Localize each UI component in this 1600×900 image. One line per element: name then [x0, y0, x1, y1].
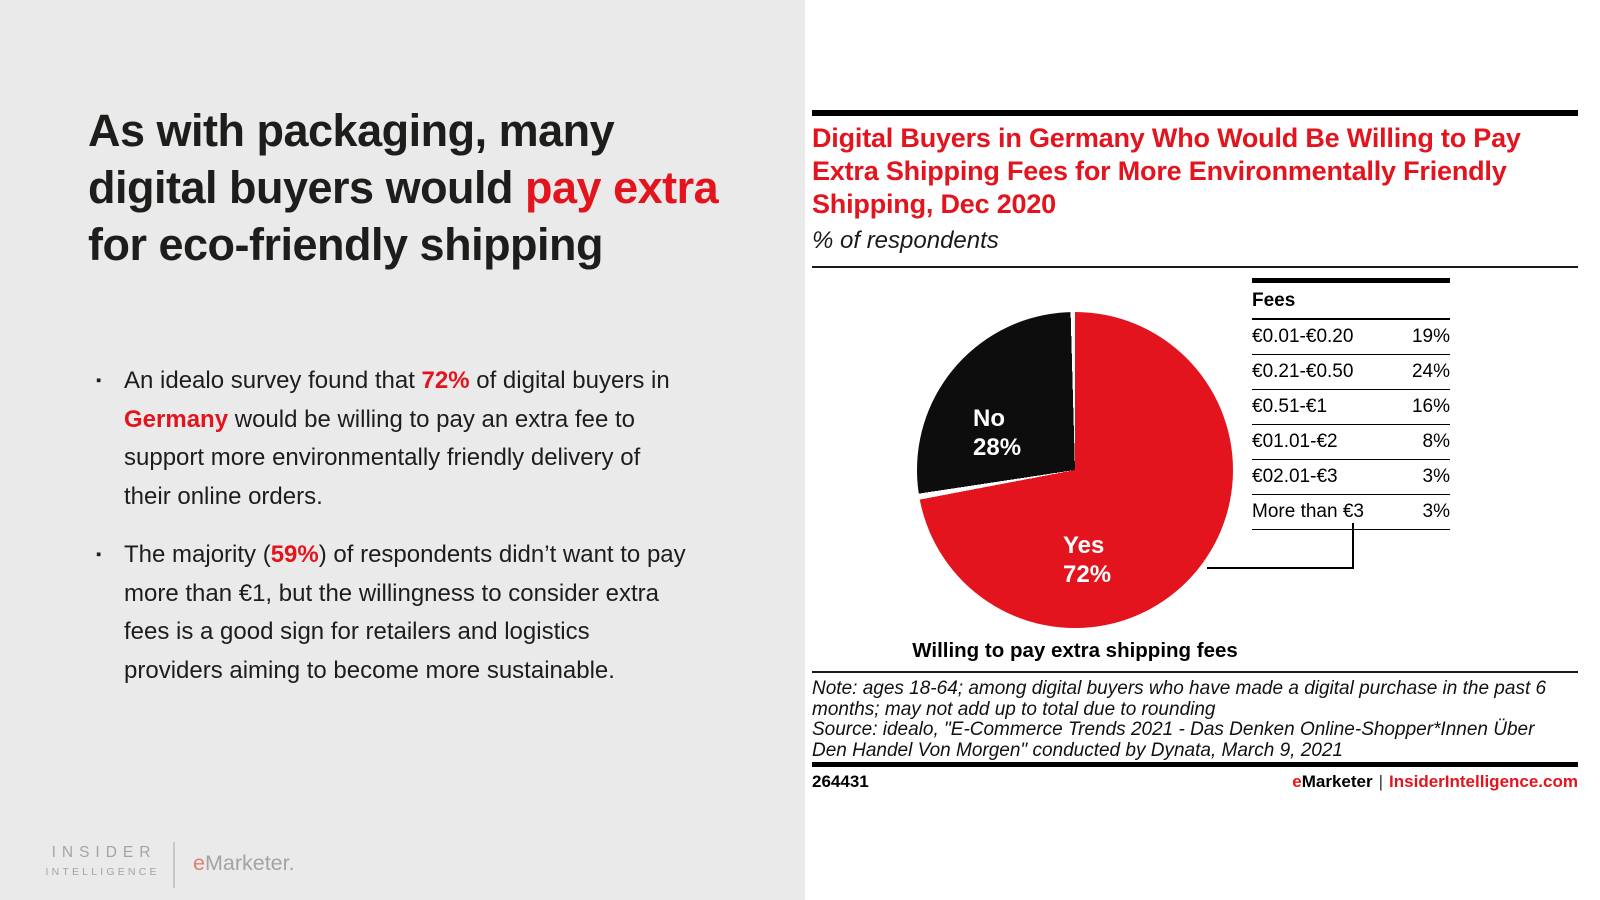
- footer-emarketer-rest: Marketer: [1301, 772, 1373, 791]
- emarketer-logo-rest: Marketer.: [204, 851, 295, 875]
- headline-text-post: for eco-friendly shipping: [88, 219, 604, 271]
- fee-range: €01.01-€2: [1252, 431, 1338, 452]
- fees-table-header: Fees: [1252, 283, 1450, 320]
- table-connector-vertical: [1352, 523, 1354, 569]
- table-row: €0.21-€0.50 24%: [1252, 355, 1450, 390]
- chart-subtitle: % of respondents: [812, 227, 999, 254]
- headline-text-pre: As with packaging, many digital buyers w…: [88, 105, 615, 214]
- bullet-text: An idealo survey found that 72% of digit…: [124, 362, 690, 516]
- list-item: ▪ An idealo survey found that 72% of dig…: [96, 362, 706, 516]
- chart-source: Source: idealo, "E-Commerce Trends 2021 …: [812, 719, 1535, 761]
- fee-percent: 24%: [1411, 361, 1450, 382]
- headline-highlight: pay extra: [525, 162, 719, 214]
- insider-logo-line1: INSIDER: [51, 844, 157, 861]
- fee-range: €02.01-€3: [1252, 466, 1338, 487]
- bullet-list: ▪ An idealo survey found that 72% of dig…: [96, 362, 706, 710]
- left-text-panel: As with packaging, many digital buyers w…: [0, 0, 805, 900]
- fee-range: €0.21-€0.50: [1252, 361, 1354, 382]
- chart-title: Digital Buyers in Germany Who Would Be W…: [812, 123, 1521, 219]
- table-row: €0.01-€0.20 19%: [1252, 320, 1450, 355]
- bullet-segment: of digital buyers in: [469, 367, 670, 394]
- emarketer-logo-e: e: [193, 851, 205, 875]
- logo-divider: [173, 842, 175, 888]
- note-rule: [812, 671, 1578, 673]
- subtitle-rule: [812, 266, 1578, 268]
- fee-range: €0.51-€1: [1252, 396, 1328, 417]
- bullet-segment: An idealo survey found that: [124, 367, 422, 394]
- pie-caption: Willing to pay extra shipping fees: [912, 639, 1238, 662]
- bullet-stat-72: 72%: [421, 367, 470, 394]
- slide-headline: As with packaging, many digital buyers w…: [88, 102, 743, 273]
- bullet-stat-59: 59%: [270, 541, 319, 568]
- footer-brand: eMarketer | InsiderIntelligence.com: [812, 772, 1578, 792]
- bullet-stat-germany: Germany: [124, 405, 229, 433]
- bullet-square-icon: ▪: [96, 546, 102, 563]
- pie-slice-label-yes: Yes 72%: [1063, 531, 1111, 589]
- fee-percent: 8%: [1422, 431, 1450, 452]
- fee-percent: 3%: [1422, 466, 1450, 487]
- insider-intelligence-logo: INSIDER INTELLIGENCE: [40, 844, 162, 878]
- chart-top-rule: [812, 110, 1578, 116]
- pie-slice-label-no: No 28%: [973, 404, 1021, 462]
- fee-range: €0.01-€0.20: [1252, 326, 1354, 347]
- list-item: ▪ The majority (59%) of respondents didn…: [96, 536, 706, 690]
- brand-footer: INSIDER INTELLIGENCE eMarketer.: [40, 842, 320, 892]
- fee-range: More than €3: [1252, 501, 1364, 522]
- pie-yes-name: Yes: [1063, 532, 1105, 559]
- bottom-rule: [812, 762, 1578, 767]
- table-row: €0.51-€1 16%: [1252, 390, 1450, 425]
- bullet-segment: ) of respondents didn’t want to pay more…: [124, 541, 686, 684]
- footer-separator: |: [1378, 772, 1384, 791]
- footer-emarketer-e: e: [1292, 772, 1302, 791]
- emarketer-logo: eMarketer.: [193, 851, 295, 876]
- bullet-square-icon: ▪: [96, 372, 102, 389]
- table-row: €02.01-€3 3%: [1252, 460, 1450, 495]
- pie-no-name: No: [973, 405, 1005, 432]
- insider-logo-line2: INTELLIGENCE: [45, 866, 160, 878]
- note-block: Note: ages 18-64; among digital buyers w…: [812, 678, 1557, 761]
- pie-yes-value: 72%: [1063, 561, 1112, 588]
- fee-percent: 3%: [1422, 501, 1450, 522]
- chart-panel: Digital Buyers in Germany Who Would Be W…: [805, 0, 1600, 900]
- fees-table: Fees €0.01-€0.20 19% €0.21-€0.50 24% €0.51…: [1252, 278, 1450, 530]
- bullet-segment: The majority (: [124, 541, 271, 568]
- fee-percent: 19%: [1411, 326, 1450, 347]
- bullet-text: The majority (59%) of respondents didn’t…: [124, 536, 690, 690]
- fee-percent: 16%: [1411, 396, 1450, 417]
- bullet-segment: would be willing to pay an extra fee to …: [124, 405, 641, 510]
- chart-note: Note: ages 18-64; among digital buyers w…: [812, 678, 1547, 720]
- chart-id: 264431: [812, 772, 869, 791]
- table-row: €01.01-€2 8%: [1252, 425, 1450, 460]
- pie-no-value: 28%: [973, 434, 1022, 461]
- table-connector-horizontal: [1207, 567, 1354, 569]
- table-row: More than €3 3%: [1252, 495, 1450, 530]
- footer-site-url: InsiderIntelligence.com: [1389, 772, 1578, 791]
- pie-chart: No 28% Yes 72%: [917, 312, 1233, 628]
